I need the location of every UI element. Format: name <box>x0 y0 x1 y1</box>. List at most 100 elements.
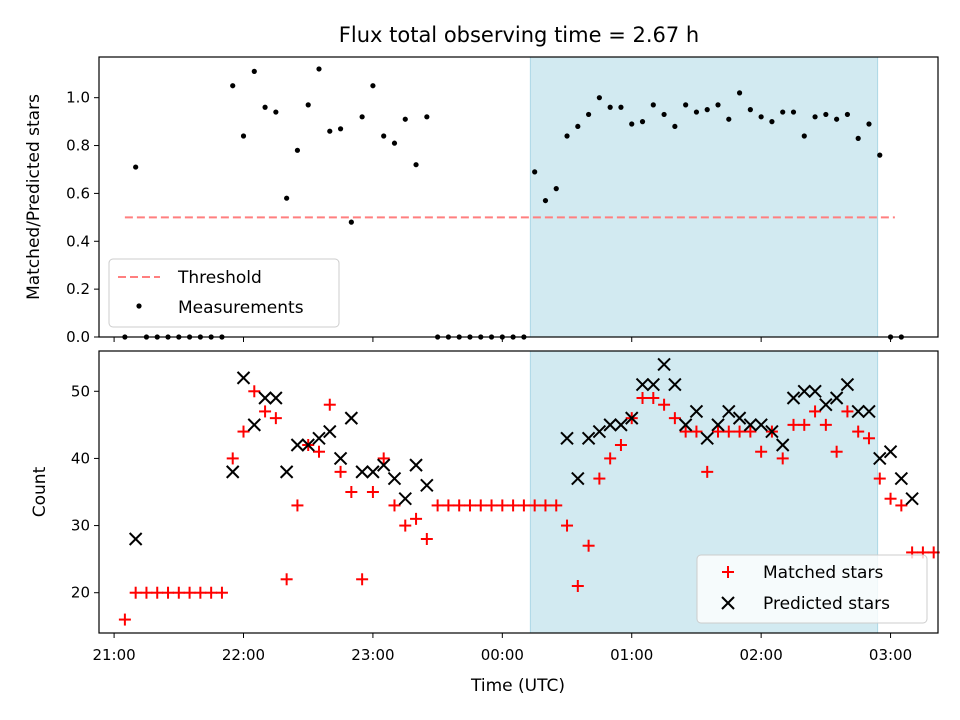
matched-star-point <box>399 519 412 532</box>
matched-star-point <box>528 499 541 512</box>
matched-stars-series <box>118 385 940 626</box>
measurement-point <box>780 109 786 115</box>
measurement-point <box>542 197 549 204</box>
measurement-point <box>683 102 689 108</box>
measurement-point <box>262 104 268 110</box>
matched-star-point <box>517 499 530 512</box>
legend-measurements-label: Measurements <box>178 298 304 318</box>
predicted-star-point <box>592 424 607 439</box>
matched-star-point <box>722 425 735 438</box>
bottom-plot-frame <box>98 350 939 634</box>
predicted-star-point <box>226 465 240 479</box>
matched-star-point <box>614 439 627 451</box>
measurement-point <box>747 107 753 113</box>
measurement-point <box>844 111 851 118</box>
measurement-point <box>639 119 646 125</box>
chart-title: Flux total observing time = 2.67 h <box>339 23 699 47</box>
matched-star-point <box>679 425 692 438</box>
measurement-point <box>133 164 139 170</box>
measurement-point <box>348 219 354 225</box>
matched-star-point <box>463 499 476 512</box>
matched-star-point <box>658 398 671 411</box>
predicted-star-point <box>808 384 822 398</box>
predicted-star-point <box>269 391 283 405</box>
predicted-star-point <box>851 404 865 419</box>
predicted-star-point <box>786 391 801 405</box>
matched-star-point <box>366 486 379 498</box>
top-x-ticks <box>113 337 892 342</box>
measurement-point <box>607 104 613 110</box>
x-tick-label: 21:00 <box>92 646 135 664</box>
matched-star-point <box>215 586 228 599</box>
matched-star-point <box>205 586 218 599</box>
top-legend-frame <box>108 258 340 328</box>
measurement-point <box>230 83 236 89</box>
predicted-star-point <box>689 404 704 419</box>
predicted-star-point <box>700 431 714 445</box>
matched-star-point <box>830 445 843 458</box>
measurement-point <box>769 119 775 125</box>
top-y-ticks: 0.0 0.2 0.4 0.6 0.8 1.0 <box>66 89 99 346</box>
y-tick-label: 0.0 <box>66 328 90 346</box>
predicted-star-point <box>614 418 628 432</box>
matched-star-point <box>852 425 865 438</box>
predicted-star-point <box>722 404 736 419</box>
predicted-star-point <box>247 418 261 432</box>
predicted-star-point <box>635 377 650 392</box>
matched-star-point <box>841 405 854 418</box>
bottom-legend: Matched stars Predicted stars <box>696 554 928 624</box>
predicted-star-point <box>894 471 909 486</box>
measurement-point <box>316 66 322 72</box>
matched-star-point <box>873 472 886 485</box>
predicted-star-point <box>625 411 639 425</box>
matched-star-point <box>701 465 714 478</box>
measurement-point <box>413 162 419 168</box>
predicted-star-point <box>743 418 758 432</box>
measurement-point <box>564 133 570 139</box>
measurement-point <box>305 102 311 108</box>
measurement-point <box>381 133 387 139</box>
predicted-star-point <box>312 431 326 445</box>
matched-star-point <box>162 586 175 599</box>
matched-star-point <box>636 392 649 404</box>
bottom-legend-frame <box>696 554 928 624</box>
predicted-star-point <box>333 451 348 466</box>
top-y-axis-label: Matched/Predicted stars <box>24 94 44 300</box>
matched-star-point <box>291 499 304 512</box>
predicted-star-point <box>236 371 251 385</box>
matched-star-point <box>420 533 433 545</box>
predicted-star-point <box>409 458 423 472</box>
measurement-point <box>866 121 872 127</box>
matched-star-point <box>862 432 875 445</box>
measurement-point <box>758 114 764 120</box>
measurement-point <box>273 109 279 115</box>
matched-star-point <box>571 580 584 592</box>
matched-star-point <box>744 425 757 438</box>
y-tick-label: 40 <box>71 449 90 467</box>
matched-star-point <box>323 398 336 411</box>
matched-star-point <box>259 405 272 418</box>
matched-star-point <box>809 405 822 418</box>
y-tick-label: 0.2 <box>66 280 90 298</box>
predicted-star-point <box>581 431 596 445</box>
matched-star-point <box>226 452 239 465</box>
matched-star-point <box>712 425 725 438</box>
measurement-point <box>812 114 818 120</box>
predicted-star-point <box>776 438 790 452</box>
predicted-star-point <box>387 471 402 486</box>
measurement-point <box>726 116 732 122</box>
top-plot-frame <box>98 56 939 338</box>
matched-star-point <box>248 385 261 398</box>
matched-star-point <box>755 445 768 458</box>
measurement-point <box>672 123 678 130</box>
legend-predicted-label: Predicted stars <box>763 594 890 614</box>
measurement-point <box>596 95 602 101</box>
legend-matched-label: Matched stars <box>763 563 883 583</box>
predicted-star-point <box>883 445 898 459</box>
matched-star-point <box>345 486 358 498</box>
measurements-legend-swatch <box>136 303 142 309</box>
matched-star-point <box>334 465 347 478</box>
matched-star-point <box>787 418 800 431</box>
matched-star-point <box>690 425 703 438</box>
y-tick-label: 1.0 <box>66 89 90 107</box>
